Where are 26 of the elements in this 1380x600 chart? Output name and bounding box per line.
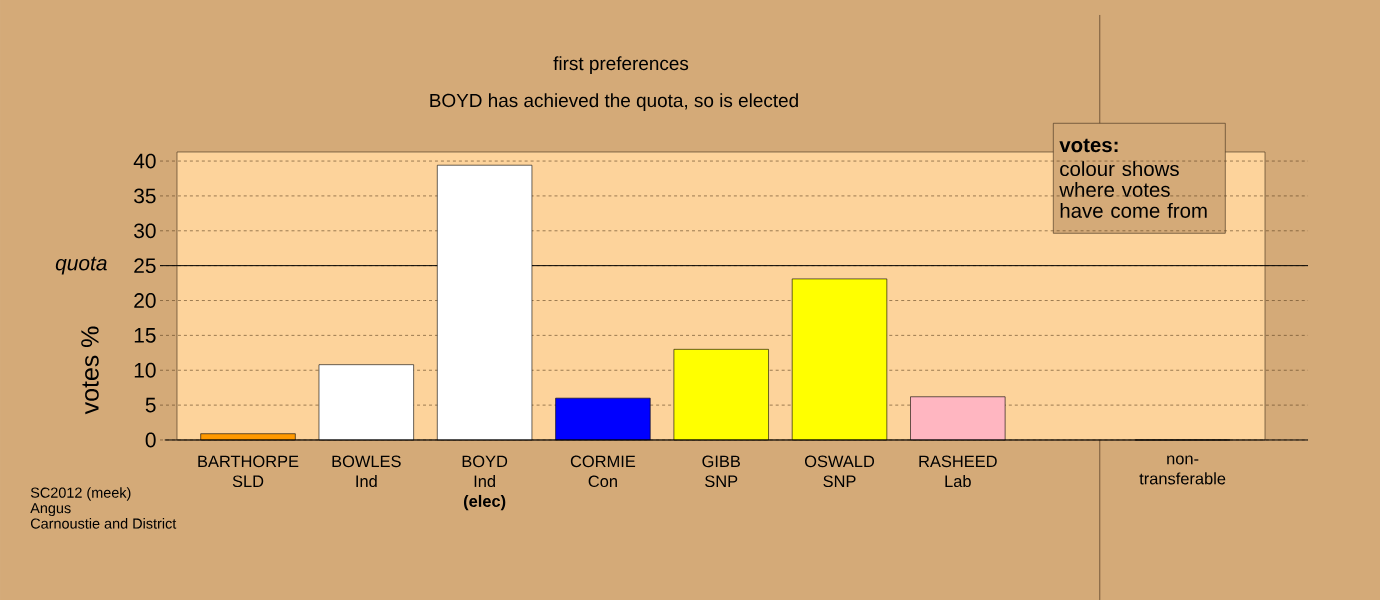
y-axis-title: votes %: [81, 326, 99, 415]
y-tick-label: 5: [145, 397, 156, 413]
y-tick-label: 40: [133, 153, 156, 169]
y-tick-label: 25: [134, 258, 156, 274]
x-tick-label: non-transferable: [1139, 455, 1226, 485]
x-tick-label: BOWLES Ind: [332, 455, 401, 488]
y-tick-label: 10: [134, 362, 156, 378]
annotation: votes:: [1059, 138, 1118, 153]
annotation: colour shows where votes have come from: [1059, 161, 1207, 218]
text: Carnoustie and District: [30, 518, 177, 529]
y-tick-label: 20: [134, 293, 156, 308]
x-tick-label: OSWALD SNP: [804, 455, 875, 488]
y-tick-label: 35: [134, 188, 156, 204]
ref-line-label: quota: [55, 256, 107, 275]
x-tick-label: GIBB SNP: [702, 455, 740, 488]
chart-subtitle: BOYD has achieved the quota, so is elected: [430, 93, 798, 111]
chart-title: first preferences: [553, 56, 689, 74]
text: SC2012 (meek): [30, 487, 131, 501]
y-tick-label: 30: [134, 223, 156, 239]
x-tick-label: RASHEED Lab: [919, 455, 997, 488]
x-tick-label: BOYD Ind (elec): [462, 455, 508, 511]
x-tick-label: BARTHORPE SLD: [198, 455, 299, 488]
x-tick-label: CORMIE Con: [570, 455, 636, 488]
y-tick-label: 0: [145, 432, 156, 448]
y-tick-label: 15: [134, 328, 156, 343]
text: Angus: [30, 503, 71, 517]
